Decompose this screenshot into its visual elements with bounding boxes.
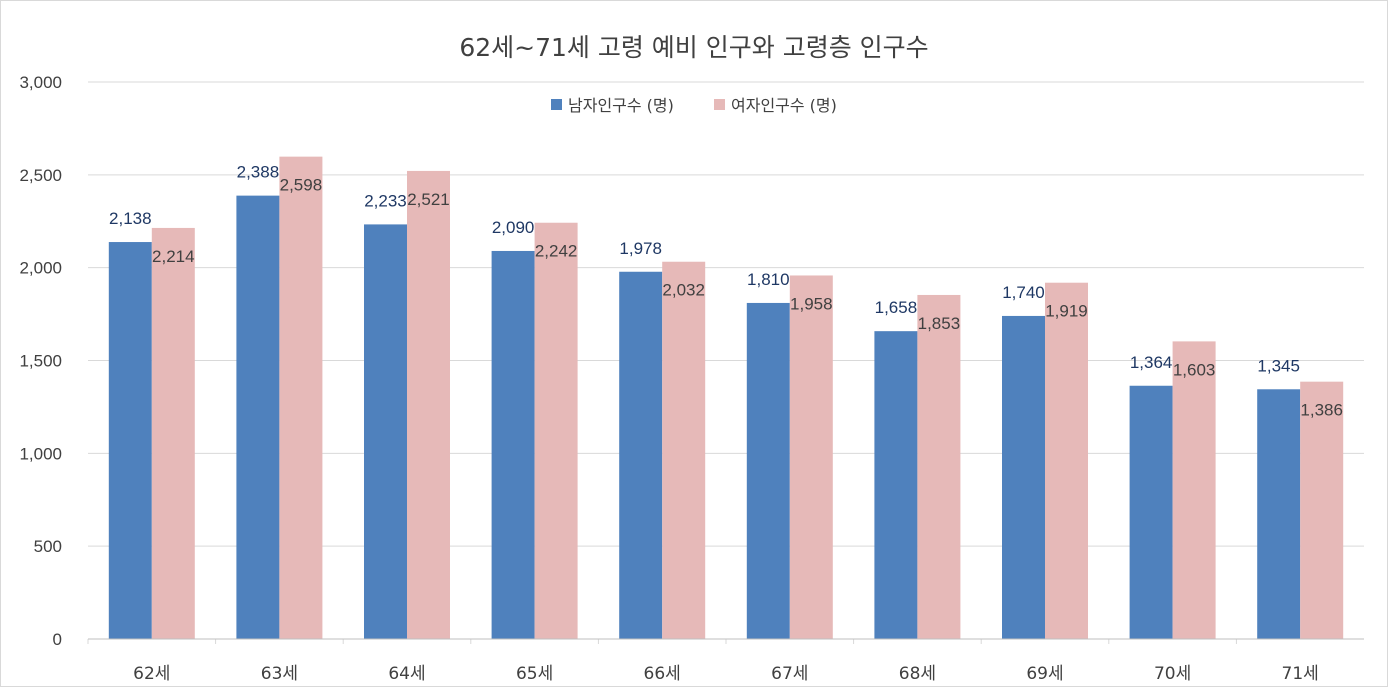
bar-male: [746, 302, 790, 639]
bar-male: [1129, 385, 1173, 639]
y-tick-label: 2,500: [19, 166, 62, 185]
y-tick-label: 2,000: [19, 259, 62, 278]
data-label-female: 1,853: [918, 314, 961, 333]
bar-male: [874, 331, 918, 639]
bar-female: [789, 275, 833, 639]
y-tick-label: 3,000: [19, 73, 62, 92]
chart-title: 62세~71세 고령 예비 인구와 고령층 인구수: [459, 33, 928, 62]
x-tick-label: 71세: [1282, 664, 1319, 684]
x-tick-label: 67세: [771, 664, 808, 684]
data-label-male: 1,740: [1002, 283, 1045, 302]
data-label-female: 2,598: [280, 176, 323, 195]
bar-female: [1172, 341, 1216, 639]
x-tick-label: 69세: [1026, 664, 1063, 684]
bar-male: [491, 250, 535, 639]
data-label-male: 1,658: [875, 298, 918, 317]
bar-female: [662, 261, 706, 639]
legend-label-female: 여자인구수 (명): [731, 96, 837, 115]
x-axis-ticks: 62세 63세 64세 65세 66세 67세 68세 69세 70세 71세: [87, 638, 1364, 684]
data-label-female: 1,386: [1300, 401, 1343, 420]
y-tick-label: 0: [53, 630, 62, 649]
data-label-male: 1,345: [1257, 356, 1300, 375]
bar-female: [1300, 381, 1344, 639]
data-label-female: 2,214: [152, 247, 195, 266]
data-label-female: 1,603: [1173, 360, 1216, 379]
data-label-male: 2,138: [109, 209, 152, 228]
legend-swatch-female: [714, 99, 725, 110]
y-tick-label: 1,500: [19, 352, 62, 371]
data-label-female: 2,242: [535, 242, 578, 261]
legend-swatch-male: [551, 99, 562, 110]
bar-male: [1002, 315, 1045, 639]
bar-female: [534, 222, 578, 639]
bar-female: [407, 170, 450, 639]
data-label-male: 1,978: [619, 239, 662, 258]
x-tick-label: 68세: [899, 664, 936, 684]
x-tick-label: 63세: [261, 664, 298, 684]
bar-male: [1257, 389, 1301, 639]
bar-male: [364, 224, 407, 640]
data-label-male: 2,388: [237, 163, 280, 182]
x-tick-label: 62세: [133, 664, 170, 684]
data-label-female: 2,032: [662, 281, 705, 300]
bar-female: [1045, 282, 1088, 639]
data-label-male: 1,364: [1130, 353, 1173, 372]
bar-female: [279, 156, 323, 639]
data-label-female: 2,521: [407, 190, 450, 209]
x-tick-label: 64세: [388, 664, 425, 684]
bar-male: [619, 271, 663, 639]
bars: [108, 156, 1344, 640]
bar-female: [917, 294, 961, 639]
legend: 남자인구수 (명) 여자인구수 (명): [551, 96, 837, 115]
x-tick-label: 66세: [644, 664, 681, 684]
x-tick-label: 65세: [516, 664, 553, 684]
y-axis-ticks: 0 500 1,000 1,500 2,000 2,500 3,000: [19, 73, 62, 649]
bar-male: [108, 242, 152, 639]
legend-label-male: 남자인구수 (명): [568, 96, 674, 115]
y-tick-label: 500: [34, 537, 62, 556]
y-tick-label: 1,000: [19, 444, 62, 463]
bar-male: [236, 195, 280, 640]
data-label-male: 2,090: [492, 218, 535, 237]
data-label-female: 1,919: [1045, 302, 1088, 321]
x-tick-label: 70세: [1154, 664, 1191, 684]
data-label-male: 1,810: [747, 270, 790, 289]
data-label-female: 1,958: [790, 294, 833, 313]
data-label-male: 2,233: [364, 191, 407, 210]
bar-female: [151, 227, 195, 639]
